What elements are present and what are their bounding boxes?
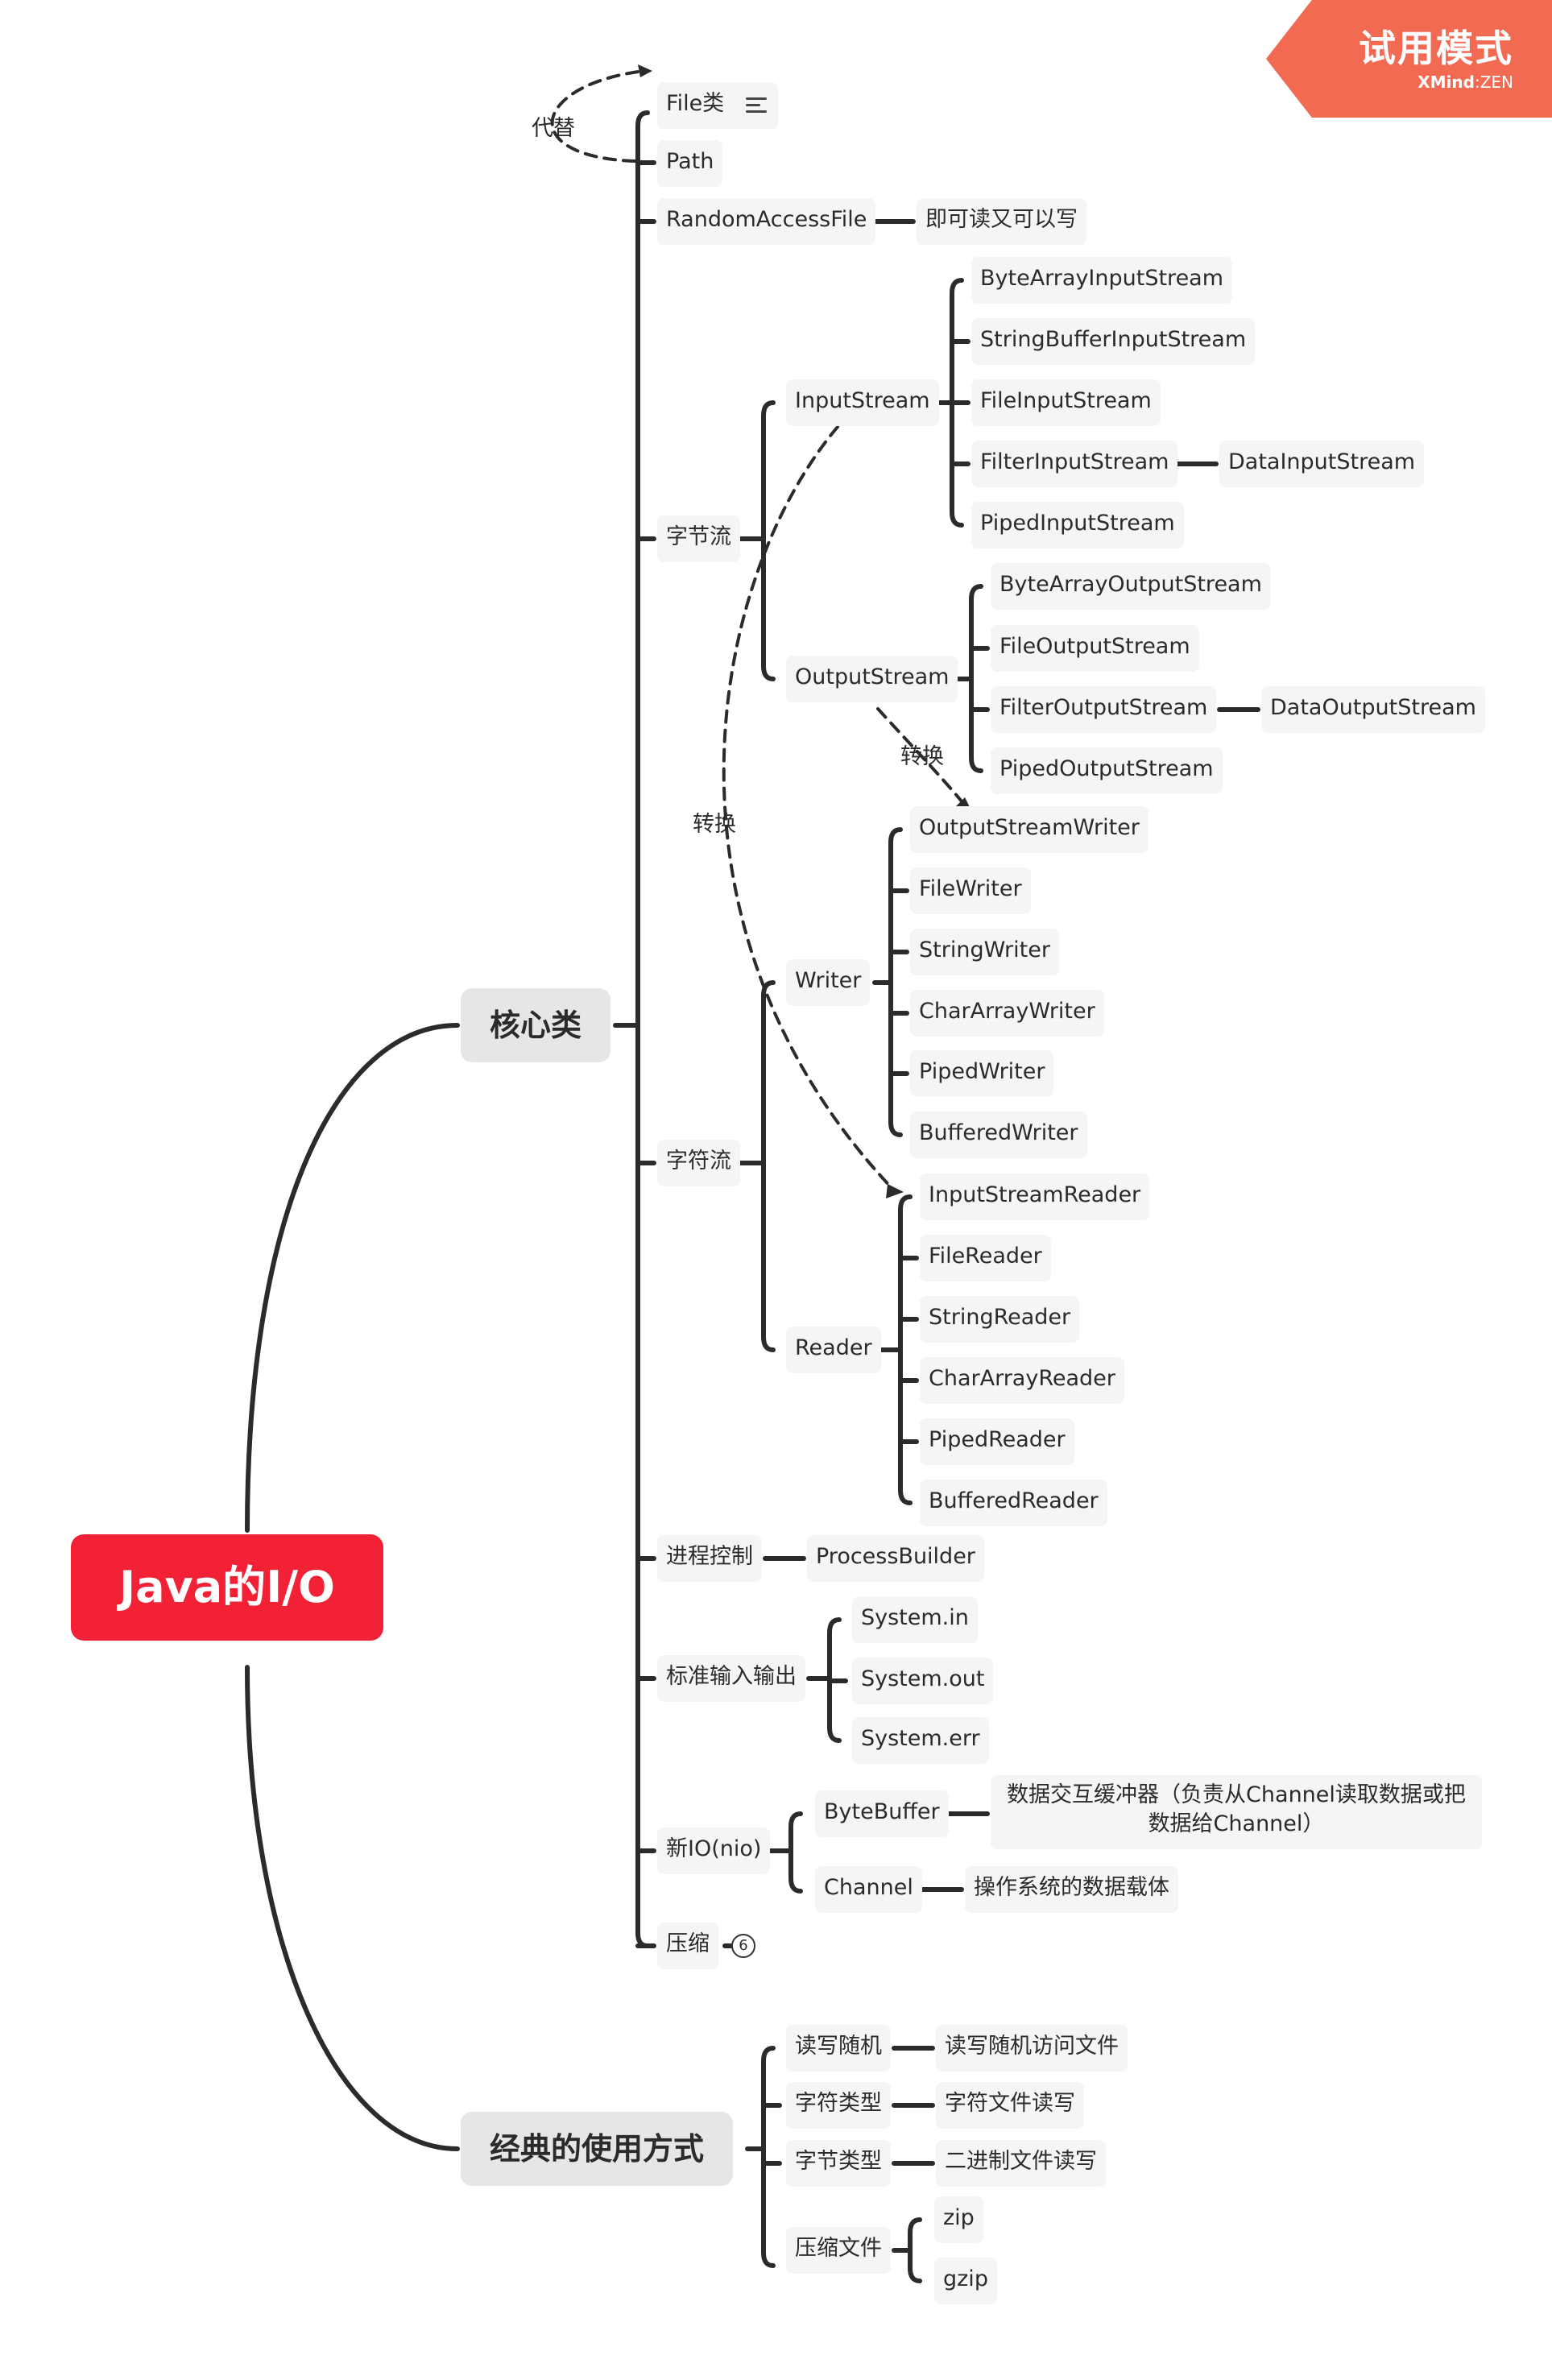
trial-mode-watermark: 试用模式 XMind:ZEN	[1266, 0, 1552, 118]
topic-process-builder[interactable]: ProcessBuilder	[807, 1535, 984, 1582]
topic-writer[interactable]: Writer	[786, 959, 871, 1006]
topic-output-stream[interactable]: OutputStream	[786, 656, 958, 702]
topic-standard-io[interactable]: 标准输入输出	[657, 1655, 805, 1702]
topic-char-stream[interactable]: 字符流	[657, 1140, 740, 1186]
topic-piped-outputstream[interactable]: PipedOutputStream	[991, 747, 1223, 794]
topic-outputstream-writer[interactable]: OutputStreamWriter	[910, 806, 1148, 853]
topic-data-inputstream[interactable]: DataInputStream	[1219, 441, 1425, 487]
topic-char-type-child[interactable]: 字符文件读写	[936, 2082, 1084, 2129]
topic-path[interactable]: Path	[657, 140, 723, 187]
topic-system-out[interactable]: System.out	[852, 1658, 994, 1704]
topic-piped-reader[interactable]: PipedReader	[920, 1418, 1074, 1465]
topic-label: File类	[666, 91, 725, 116]
topic-chararray-writer[interactable]: CharArrayWriter	[910, 990, 1104, 1037]
root-topic[interactable]: Java的I/O	[71, 1534, 383, 1641]
topic-channel-note[interactable]: 操作系统的数据载体	[965, 1866, 1178, 1913]
topic-byte-stream[interactable]: 字节流	[657, 515, 740, 562]
topic-filter-inputstream[interactable]: FilterInputStream	[971, 441, 1178, 487]
topic-zip[interactable]: zip	[934, 2196, 983, 2243]
topic-channel[interactable]: Channel	[815, 1866, 922, 1913]
topic-byte-type-child[interactable]: 二进制文件读写	[936, 2140, 1106, 2187]
watermark-brand: XMind:ZEN	[1417, 72, 1513, 92]
topic-filter-outputstream[interactable]: FilterOutputStream	[991, 686, 1217, 733]
topic-string-reader[interactable]: StringReader	[920, 1296, 1080, 1343]
topic-file-class[interactable]: File类	[657, 82, 778, 129]
topic-buffered-reader[interactable]: BufferedReader	[920, 1480, 1107, 1526]
collapsed-count-badge[interactable]: 6	[731, 1934, 755, 1958]
topic-byte-type[interactable]: 字节类型	[786, 2140, 891, 2187]
topic-random-access-file[interactable]: RandomAccessFile	[657, 198, 876, 245]
topic-random-rw-child[interactable]: 读写随机访问文件	[936, 2025, 1128, 2072]
topic-classic-usage[interactable]: 经典的使用方式	[461, 2112, 734, 2186]
topic-inputstream-reader[interactable]: InputStreamReader	[920, 1173, 1150, 1220]
topic-bytearray-outputstream[interactable]: ByteArrayOutputStream	[991, 563, 1271, 610]
topic-file-reader[interactable]: FileReader	[920, 1235, 1051, 1281]
topic-chararray-reader[interactable]: CharArrayReader	[920, 1357, 1124, 1404]
topic-process-control[interactable]: 进程控制	[657, 1535, 762, 1582]
topic-stringbuffer-inputstream[interactable]: StringBufferInputStream	[971, 318, 1256, 365]
topic-piped-writer[interactable]: PipedWriter	[910, 1050, 1054, 1097]
topic-core-classes[interactable]: 核心类	[461, 988, 611, 1062]
topic-system-in[interactable]: System.in	[852, 1596, 978, 1643]
label-convert-input: 转换	[693, 812, 736, 837]
watermark-title: 试用模式	[1359, 27, 1513, 70]
topic-data-outputstream[interactable]: DataOutputStream	[1261, 686, 1485, 733]
topic-reader[interactable]: Reader	[786, 1327, 881, 1373]
topic-file-inputstream[interactable]: FileInputStream	[971, 379, 1161, 426]
topic-buffered-writer[interactable]: BufferedWriter	[910, 1111, 1087, 1158]
topic-random-rw[interactable]: 读写随机	[786, 2025, 891, 2072]
note-icon[interactable]	[746, 93, 767, 117]
label-replace: 代替	[532, 116, 575, 141]
topic-gzip[interactable]: gzip	[934, 2258, 997, 2304]
label-convert-output: 转换	[900, 744, 944, 769]
watermark-ribbon	[1266, 0, 1552, 118]
topic-input-stream[interactable]: InputStream	[786, 379, 939, 426]
topic-string-writer[interactable]: StringWriter	[910, 929, 1059, 975]
topic-file-writer[interactable]: FileWriter	[910, 867, 1031, 914]
topic-new-io[interactable]: 新IO(nio)	[657, 1827, 771, 1874]
topic-compress[interactable]: 压缩	[657, 1923, 718, 1969]
topic-file-outputstream[interactable]: FileOutputStream	[991, 625, 1199, 672]
topic-raf-note[interactable]: 即可读又可以写	[917, 198, 1086, 245]
topic-piped-inputstream[interactable]: PipedInputStream	[971, 502, 1184, 548]
topic-bytearray-inputstream[interactable]: ByteArrayInputStream	[971, 257, 1233, 304]
topic-byte-buffer[interactable]: ByteBuffer	[815, 1790, 949, 1837]
topic-char-type[interactable]: 字符类型	[786, 2082, 891, 2129]
topic-byte-buffer-note[interactable]: 数据交互缓冲器（负责从Channel读取数据或把数据给Channel）	[991, 1775, 1482, 1849]
topic-compressed-file[interactable]: 压缩文件	[786, 2227, 891, 2274]
topic-system-err[interactable]: System.err	[852, 1717, 989, 1764]
